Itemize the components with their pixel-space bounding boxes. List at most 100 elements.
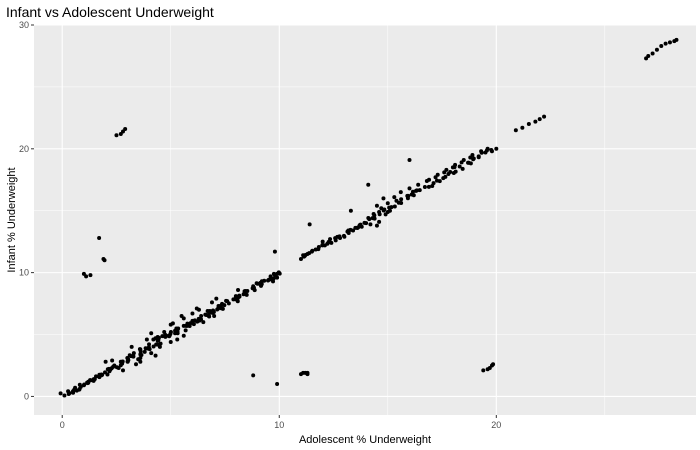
x-tick-label: 0	[60, 420, 65, 430]
data-point	[175, 337, 180, 342]
data-point	[394, 198, 399, 203]
data-point	[385, 201, 390, 206]
data-point	[77, 387, 82, 391]
data-point	[307, 222, 312, 227]
data-point	[272, 273, 277, 278]
data-point	[153, 353, 158, 358]
data-point	[414, 188, 419, 193]
data-point	[233, 294, 238, 299]
data-point	[114, 133, 119, 138]
data-point	[145, 346, 150, 351]
data-point	[338, 235, 343, 240]
data-point	[168, 322, 173, 327]
data-point	[71, 390, 76, 395]
data-point	[151, 337, 156, 342]
data-point	[271, 276, 276, 281]
data-point	[149, 331, 154, 336]
data-point	[399, 200, 404, 205]
data-point	[142, 349, 147, 354]
data-point	[131, 351, 136, 356]
data-point	[443, 174, 448, 179]
data-point	[103, 359, 108, 364]
data-point	[483, 150, 488, 155]
data-point	[144, 337, 149, 342]
data-point	[359, 224, 364, 229]
data-point	[366, 182, 371, 187]
data-point	[298, 257, 303, 261]
data-point	[374, 223, 379, 228]
data-point	[659, 44, 664, 49]
data-point	[485, 146, 490, 151]
data-point	[654, 47, 659, 52]
data-point	[366, 216, 371, 221]
data-point	[392, 195, 397, 200]
data-point	[129, 344, 134, 349]
data-point	[118, 359, 123, 364]
data-point	[77, 382, 82, 387]
data-point	[105, 367, 110, 372]
data-point	[342, 234, 347, 239]
y-tick-label: 30	[19, 20, 29, 30]
data-point	[179, 313, 184, 318]
data-point	[183, 328, 188, 333]
data-point	[667, 40, 672, 45]
data-point	[176, 326, 181, 331]
data-point	[460, 166, 465, 171]
data-point	[301, 253, 306, 258]
data-point	[399, 197, 404, 202]
data-point	[201, 320, 206, 325]
data-point	[533, 119, 538, 124]
data-point	[209, 300, 214, 305]
data-point	[377, 209, 382, 214]
data-point	[222, 303, 227, 308]
data-point	[309, 249, 314, 254]
data-point	[374, 203, 379, 208]
data-point	[481, 368, 486, 373]
data-point	[407, 157, 412, 162]
data-point	[426, 184, 431, 189]
data-point	[168, 329, 173, 334]
data-point	[86, 380, 91, 385]
data-point	[216, 304, 221, 309]
data-point	[468, 155, 473, 160]
data-point	[241, 292, 246, 297]
grid-lines	[34, 24, 696, 415]
data-point	[457, 164, 462, 169]
data-point	[348, 208, 353, 213]
data-point	[398, 190, 403, 195]
data-point	[476, 154, 481, 159]
data-point	[157, 344, 162, 349]
data-point	[158, 341, 163, 346]
data-point	[422, 185, 427, 190]
data-point	[364, 221, 369, 226]
data-point	[259, 282, 264, 287]
data-point	[58, 391, 63, 396]
data-point	[162, 330, 167, 335]
data-point	[99, 373, 104, 378]
data-point	[437, 179, 442, 184]
data-point	[88, 273, 93, 278]
data-point	[110, 358, 115, 363]
data-point	[211, 309, 216, 314]
data-point	[125, 356, 130, 361]
data-point	[112, 363, 117, 368]
data-point	[272, 249, 277, 254]
data-point	[392, 204, 397, 209]
data-point	[381, 196, 386, 201]
y-axis-title: Infant % Underweight	[6, 167, 18, 272]
data-point	[387, 205, 392, 210]
data-point	[191, 322, 196, 327]
x-tick-label: 20	[491, 420, 501, 430]
axis-ticks: 0 10 20 0 10 20 30	[19, 20, 501, 430]
y-tick-label: 0	[24, 391, 29, 401]
data-point	[268, 274, 273, 279]
data-point	[346, 231, 351, 235]
data-point	[275, 382, 280, 387]
data-point	[138, 359, 143, 364]
data-point	[466, 160, 471, 165]
data-point	[244, 292, 249, 297]
data-point	[416, 182, 421, 187]
data-point	[368, 222, 373, 227]
data-point	[377, 219, 382, 224]
